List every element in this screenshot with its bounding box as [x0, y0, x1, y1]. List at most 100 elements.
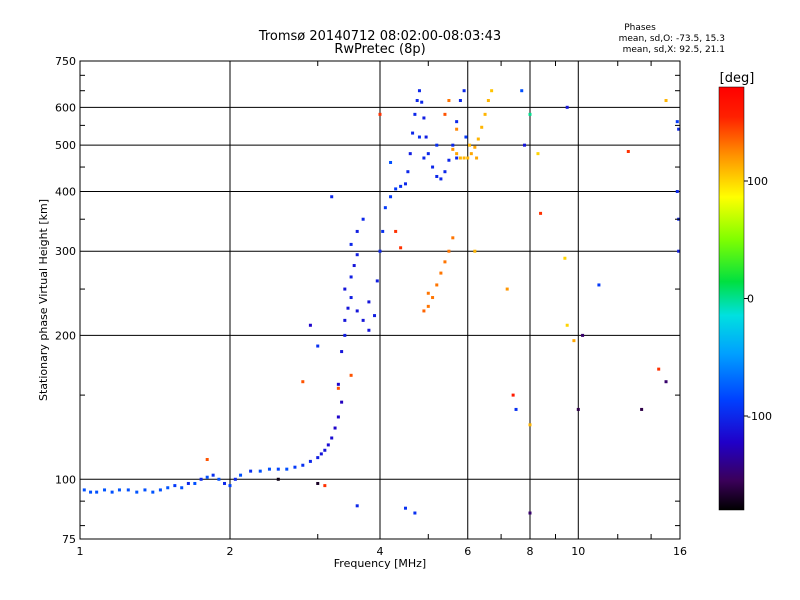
data-point — [301, 463, 305, 467]
data-point — [528, 423, 532, 427]
data-point — [143, 488, 147, 492]
data-point — [455, 127, 459, 131]
data-point — [443, 260, 447, 264]
data-point — [435, 283, 439, 287]
y-tick-label: 200 — [55, 329, 76, 342]
data-point — [572, 339, 576, 343]
data-point — [293, 465, 297, 469]
y-tick-label: 100 — [55, 473, 76, 486]
data-point — [443, 112, 447, 116]
y-tick-label: 600 — [55, 101, 76, 114]
data-point — [239, 473, 243, 477]
y-tick-label: 300 — [55, 245, 76, 258]
data-point — [468, 143, 472, 147]
data-point — [422, 116, 426, 120]
data-point — [330, 195, 334, 199]
data-point — [233, 477, 237, 481]
data-point — [126, 488, 130, 492]
data-point — [223, 481, 227, 485]
grid-lines — [80, 61, 680, 539]
data-point — [447, 249, 451, 253]
data-point — [346, 306, 350, 310]
data-point — [340, 350, 344, 354]
data-point — [511, 393, 515, 397]
data-point — [473, 145, 477, 149]
data-point — [447, 99, 451, 103]
colorbar — [718, 86, 745, 511]
data-point — [186, 481, 190, 485]
data-point — [528, 112, 532, 116]
data-point — [439, 271, 443, 275]
data-point — [343, 333, 347, 337]
data-point — [426, 291, 430, 295]
data-point — [462, 89, 466, 93]
data-point — [352, 264, 356, 268]
data-point — [520, 89, 524, 93]
data-point — [323, 448, 327, 452]
data-point — [285, 467, 289, 471]
x-tick-label: 2 — [227, 545, 234, 558]
phase-legend-line-o: mean, sd,O: -73.5, 15.3 — [619, 34, 725, 44]
data-point — [424, 135, 428, 139]
data-point — [443, 170, 447, 174]
data-point — [349, 296, 353, 300]
data-point — [316, 456, 320, 460]
data-point — [563, 256, 567, 260]
chart-subtitle: RwPretec (8p) — [334, 42, 425, 57]
data-point — [394, 187, 398, 191]
data-point — [389, 195, 393, 199]
data-point — [458, 99, 462, 103]
x-tick-label: 4 — [377, 545, 384, 558]
data-point — [349, 373, 353, 377]
data-point — [677, 249, 681, 253]
data-point — [458, 156, 462, 160]
data-point — [394, 229, 398, 233]
data-point — [378, 112, 382, 116]
data-point — [367, 328, 371, 332]
data-point — [158, 488, 162, 492]
data-point — [415, 99, 419, 103]
data-point — [95, 490, 99, 494]
x-tick-label: 1 — [77, 545, 84, 558]
data-point — [565, 105, 569, 109]
data-point — [343, 287, 347, 291]
data-point — [413, 112, 417, 116]
data-point — [490, 89, 494, 93]
data-point — [664, 380, 668, 384]
y-axis-label: Stationary phase Virtual Height [km] — [37, 199, 50, 401]
data-point — [117, 488, 121, 492]
data-point — [417, 89, 421, 93]
data-point — [151, 490, 155, 494]
data-point — [217, 477, 221, 481]
data-point — [411, 131, 415, 135]
data-point — [373, 314, 377, 318]
data-point — [381, 229, 385, 233]
data-point — [355, 309, 359, 313]
data-point — [431, 165, 435, 169]
data-point — [597, 283, 601, 287]
colorbar-tick-label: 100 — [747, 175, 768, 188]
data-point — [326, 443, 330, 447]
data-point — [205, 475, 209, 479]
data-point — [375, 279, 379, 283]
data-point — [675, 189, 679, 193]
data-point — [565, 323, 569, 327]
data-point — [403, 506, 407, 510]
data-point — [462, 156, 466, 160]
data-point — [505, 287, 509, 291]
data-point — [483, 112, 487, 116]
data-point — [135, 490, 139, 494]
x-axis-label: Frequency [MHz] — [334, 557, 426, 570]
data-point — [336, 382, 340, 386]
y-tick-label: 500 — [55, 139, 76, 152]
data-point — [361, 318, 365, 322]
x-tick-label: 16 — [673, 545, 687, 558]
data-point — [539, 211, 543, 215]
data-point — [664, 99, 668, 103]
data-point — [333, 426, 337, 430]
data-point — [389, 160, 393, 164]
data-point — [426, 152, 430, 156]
data-point — [336, 415, 340, 419]
data-point — [435, 174, 439, 178]
data-point — [439, 177, 443, 181]
